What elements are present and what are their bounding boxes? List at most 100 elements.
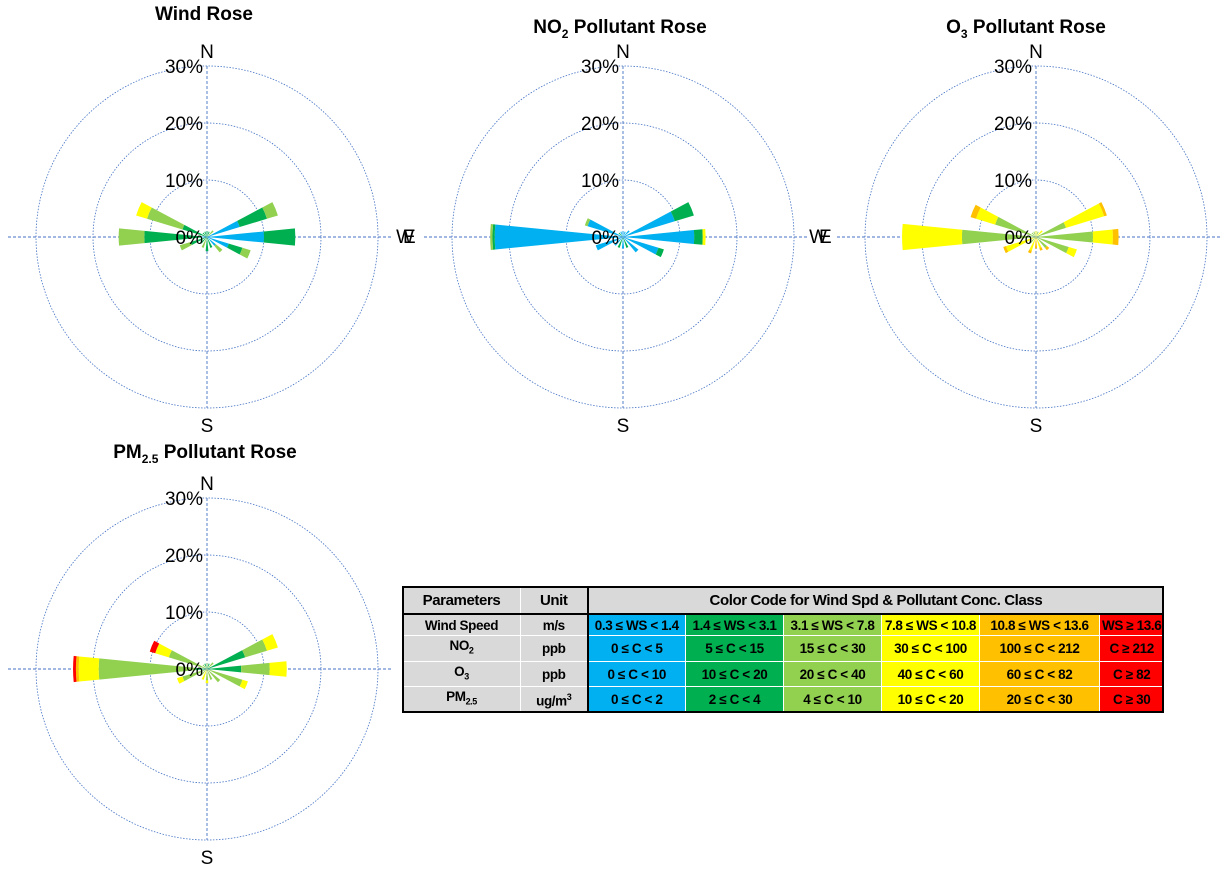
no2-wedge	[614, 237, 623, 246]
color-code-legend-table: Parameters Unit Color Code for Wind Spd …	[402, 586, 1165, 714]
no2-wedge	[618, 232, 623, 237]
no2-direction-s: S	[617, 416, 630, 437]
legend-unit: ppb	[520, 635, 589, 662]
legend-param: PM2.5	[402, 686, 521, 714]
legend-class-cell: 30 ≤ C < 100	[881, 635, 980, 662]
legend-class-cell: 60 ≤ C < 82	[979, 660, 1100, 688]
pm25-wedge	[262, 634, 278, 651]
no2-direction-w: W	[396, 227, 414, 248]
legend-header-color-code: Color Code for Wind Spd & Pollutant Conc…	[586, 586, 1165, 615]
legend-row: Wind Speed m/s 0.3 ≤ WS < 1.4 1.4 ≤ WS < 3.…	[402, 613, 1165, 636]
pm25-radial-tick: 30%	[165, 489, 203, 510]
wind-wedge	[202, 232, 207, 237]
legend-class-cell: 15 ≤ C < 30	[783, 635, 882, 662]
no2-wedge	[623, 237, 639, 253]
o3-wedge	[1003, 246, 1009, 254]
wind-wedge	[207, 231, 265, 243]
pm25-wedge	[195, 667, 207, 671]
o3-wedge	[1034, 237, 1038, 249]
legend-header-unit: Unit	[520, 586, 589, 615]
legend-header-row: Parameters Unit Color Code for Wind Spd …	[402, 586, 1165, 615]
o3-rose: 0% 10% 20% 30%N E S W	[809, 42, 1221, 437]
wind-wedge	[205, 237, 209, 252]
legend-class-cell: C ≥ 30	[1098, 686, 1165, 714]
legend-unit: ppb	[520, 660, 589, 688]
pm25-wedge	[149, 640, 160, 654]
no2-wedge	[617, 237, 623, 248]
legend-class-cell: 10 ≤ C < 20	[881, 686, 980, 714]
pm25-radial-tick: 0%	[176, 660, 204, 681]
legend-row: O3 ppb 0 ≤ C < 10 10 ≤ C < 20 20 ≤ C < 40 40 …	[402, 660, 1165, 688]
wind-wedge	[207, 231, 210, 237]
no2-wedge	[595, 237, 623, 251]
no2-direction-e: E	[819, 227, 832, 248]
pm25-wedge	[200, 669, 207, 676]
wind-wedge	[214, 244, 223, 253]
no2-rose: 0% 10% 20% 30%N E S W	[396, 42, 832, 437]
wind-wedge	[182, 224, 207, 237]
o3-wedge	[1027, 249, 1032, 254]
wind-wedge	[204, 231, 207, 237]
o3-wedge	[1036, 231, 1093, 243]
o3-rose-title: O3 Pollutant Rose	[946, 17, 1106, 41]
pm25-wedge	[241, 662, 270, 676]
pm25-wedge	[242, 639, 267, 658]
wind-wedge	[136, 202, 152, 219]
pm25-wedge	[206, 663, 208, 669]
wind-wedge	[144, 230, 202, 244]
wind-wedge	[190, 237, 207, 246]
wind-wedge	[201, 236, 207, 238]
pm25-wedge	[182, 669, 207, 682]
legend-class-cell: 40 ≤ C < 60	[881, 660, 980, 688]
wind-wedge	[201, 237, 207, 248]
no2-wedge	[622, 231, 624, 237]
o3-wedge	[1006, 237, 1036, 252]
o3-wedge	[1036, 237, 1069, 254]
wind-wedge	[207, 230, 214, 237]
o3-radial-tick: 20%	[994, 114, 1032, 135]
legend-class-cell: C ≥ 212	[1098, 635, 1165, 662]
o3-wedge	[976, 207, 999, 225]
legend-class-cell: 0 ≤ C < 10	[587, 660, 686, 688]
o3-direction-w: W	[809, 227, 827, 248]
legend-class-cell: 1.4 ≤ WS < 3.1	[685, 613, 784, 636]
legend-class-cell: 100 ≤ C < 212	[979, 635, 1100, 662]
pm25-direction-n: N	[200, 474, 214, 495]
wind-wedge	[237, 207, 267, 228]
no2-wedge	[587, 219, 623, 237]
no2-radial-tick: 10%	[581, 171, 619, 192]
no2-rose-title: NO2 Pollutant Rose	[533, 17, 707, 41]
o3-wedge	[1036, 237, 1048, 249]
legend-class-cell: 5 ≤ C < 15	[685, 635, 784, 662]
o3-wedge	[902, 223, 963, 251]
wind-wedge	[207, 237, 213, 248]
o3-wedge	[1035, 231, 1037, 237]
legend-class-cell: WS ≥ 13.6	[1098, 613, 1165, 636]
no2-radial-tick: 30%	[581, 57, 619, 78]
pm25-wedge	[168, 650, 207, 669]
pm25-wedge	[207, 665, 242, 673]
pm25-wedge	[73, 655, 77, 683]
wind-radial-tick: 30%	[165, 57, 203, 78]
legend-param: NO2	[402, 635, 521, 662]
pm25-wedge	[202, 664, 207, 669]
o3-wedge	[1039, 247, 1043, 251]
wind-direction-s: S	[201, 416, 214, 437]
wind-radial-tick: 10%	[165, 171, 203, 192]
legend-param: O3	[402, 660, 521, 688]
wind-wedge	[227, 243, 243, 255]
pm25-wedge	[201, 669, 207, 680]
wind-wedge	[200, 237, 207, 244]
wind-wedge	[118, 228, 145, 246]
pm25-wedge	[207, 669, 243, 687]
pm25-wedge	[204, 663, 207, 669]
wind-direction-n: N	[200, 42, 214, 63]
no2-wedge	[623, 237, 659, 255]
no2-wedge	[693, 229, 703, 245]
no2-wedge	[623, 230, 695, 244]
no2-wedge	[670, 202, 694, 222]
wind-wedge	[147, 207, 185, 230]
no2-wedge	[655, 247, 664, 258]
no2-radial-tick: 0%	[592, 228, 620, 249]
